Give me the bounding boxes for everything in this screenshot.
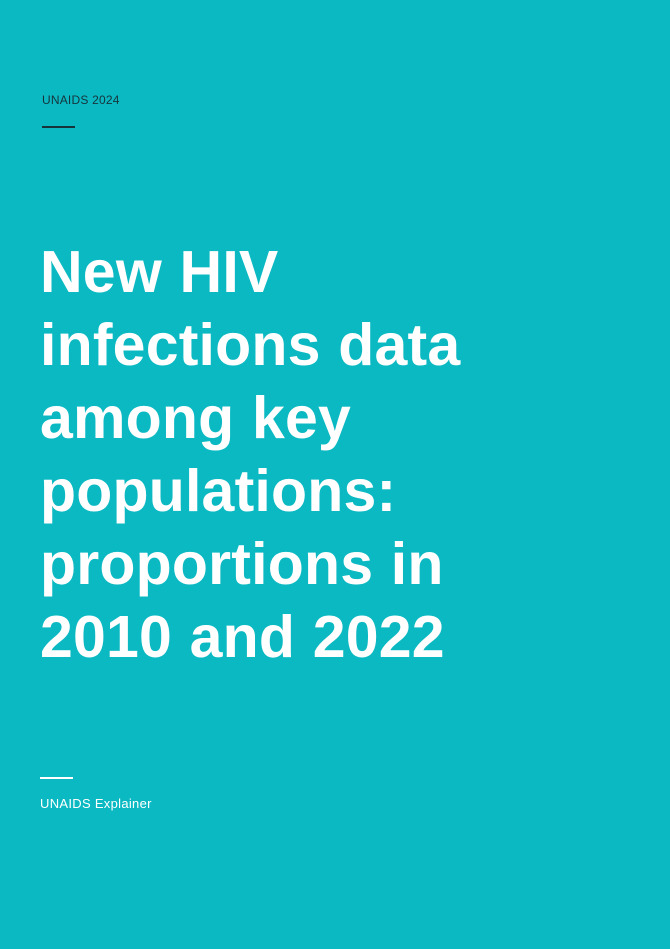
cover-title-line-2: infections data	[40, 312, 461, 378]
cover-title-line-6: 2010 and 2022	[40, 604, 445, 670]
cover-title-line-4: populations:	[40, 458, 397, 524]
cover-title-line-3: among key	[40, 385, 352, 451]
bottom-divider	[40, 777, 73, 779]
cover-title: New HIV infections data among key popula…	[40, 236, 630, 674]
document-type-label: UNAIDS Explainer	[40, 796, 152, 811]
top-divider	[42, 126, 75, 128]
cover-title-line-5: proportions in	[40, 531, 444, 597]
cover-title-line-1: New HIV	[40, 239, 279, 305]
publisher-year-label: UNAIDS 2024	[42, 93, 120, 107]
